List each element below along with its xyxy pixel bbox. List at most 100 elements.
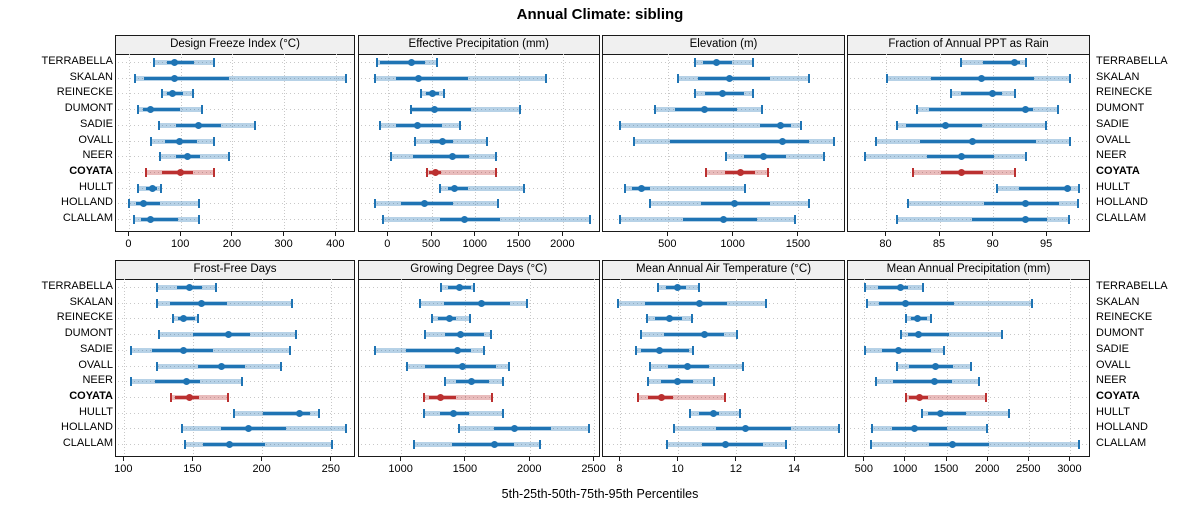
panel-strip: Elevation (m): [603, 36, 844, 55]
x-tick: [474, 232, 476, 236]
x-tick-label: 250: [321, 463, 340, 475]
x-tick-label: 1000: [892, 463, 918, 475]
interval-line-25-75: [142, 108, 180, 112]
whisker-cap-5th: [673, 424, 676, 434]
whisker-cap-95th: [785, 440, 788, 449]
row-guide: [360, 187, 597, 189]
whisker-cap-5th: [694, 89, 697, 99]
whisker-cap-5th: [900, 330, 903, 340]
median-dot: [420, 200, 428, 208]
interval-line-25-75: [929, 108, 1034, 112]
grid-vline: [736, 279, 738, 456]
whisker-cap-95th: [196, 314, 199, 324]
whisker-cap-5th: [870, 424, 873, 434]
row-guide: [360, 77, 597, 79]
whisker-cap-5th: [912, 167, 915, 177]
panel-strip: Growing Degree Days (°C): [358, 261, 599, 280]
whisker-cap-95th: [436, 58, 439, 67]
median-dot: [657, 393, 665, 401]
median-dot: [245, 425, 253, 433]
whisker-cap-95th: [1013, 167, 1016, 177]
x-tick: [666, 232, 668, 236]
median-dot: [759, 153, 767, 161]
whisker-cap-95th: [751, 89, 754, 99]
row-guide: [118, 93, 352, 95]
interval-line-25-75: [701, 443, 764, 446]
median-dot: [460, 216, 468, 223]
row-guide: [118, 381, 352, 383]
whisker-cap-5th: [381, 215, 384, 224]
station-label-right: HOLLAND: [1096, 421, 1148, 434]
median-dot: [458, 362, 466, 370]
whisker-cap-95th: [1031, 298, 1034, 308]
whisker-cap-5th: [904, 314, 907, 324]
row-guide: [605, 171, 842, 173]
whisker-cap-5th: [677, 73, 680, 83]
whisker-cap-95th: [1024, 152, 1027, 162]
grid-vline: [798, 54, 800, 231]
median-dot: [701, 331, 709, 339]
whisker-cap-95th: [587, 424, 590, 434]
grid-vline: [1069, 279, 1071, 456]
grid-vline: [987, 279, 989, 456]
median-dot: [742, 425, 750, 433]
interval-line-25-75: [445, 333, 484, 337]
interval-band-5-95: [637, 394, 726, 400]
station-label-left: HULLT: [78, 180, 113, 193]
median-dot: [936, 409, 944, 417]
row-guide: [118, 187, 352, 189]
x-tick-label: 2000: [974, 463, 1000, 475]
whisker-cap-95th: [1001, 330, 1004, 340]
median-dot: [930, 378, 938, 386]
whisker-cap-5th: [863, 283, 866, 292]
whisker-cap-95th: [290, 298, 293, 308]
whisker-cap-5th: [689, 408, 692, 418]
median-dot: [450, 409, 458, 417]
whisker-cap-5th: [133, 215, 136, 224]
panel-strip-title: Effective Precipitation (mm): [408, 38, 549, 50]
whisker-cap-5th: [149, 136, 152, 146]
median-dot: [176, 137, 184, 145]
row-guide: [850, 428, 1087, 430]
interval-line-25-75: [203, 443, 266, 446]
whisker-cap-5th: [374, 73, 377, 83]
median-dot: [436, 393, 444, 401]
whisker-cap-5th: [161, 89, 164, 99]
station-label-left: SADIE: [79, 342, 113, 355]
whisker-cap-5th: [632, 136, 635, 146]
whisker-cap-5th: [874, 377, 877, 387]
grid-vline: [401, 279, 403, 456]
median-dot: [779, 137, 787, 145]
median-dot: [1022, 200, 1030, 208]
x-tick: [283, 232, 285, 236]
x-tick: [732, 232, 734, 236]
interval-line-25-75: [919, 139, 1037, 143]
whisker-cap-95th: [545, 73, 548, 83]
whisker-cap-95th: [1078, 440, 1081, 449]
interval-line-25-75: [881, 348, 931, 352]
median-dot: [901, 299, 909, 307]
row-guide: [850, 334, 1087, 336]
whisker-cap-5th: [864, 152, 867, 162]
row-guide: [360, 124, 597, 126]
grid-vline: [1046, 54, 1048, 231]
x-tick: [986, 457, 988, 461]
row-guide: [118, 219, 352, 220]
grid-vline: [886, 54, 888, 231]
x-tick-label: 1000: [462, 238, 488, 250]
whisker-cap-5th: [406, 361, 409, 371]
x-tick: [992, 232, 994, 236]
station-label-right: REINECKE: [1096, 86, 1153, 99]
x-tick-label: 500: [421, 238, 441, 250]
panel-fraction-of-annual-ppt-as-rain: Fraction of Annual PPT as Rain: [847, 35, 1090, 232]
interval-line-25-75: [452, 443, 515, 446]
whisker-cap-5th: [423, 330, 426, 340]
row-guide: [605, 156, 842, 158]
x-tick: [430, 232, 432, 236]
grid-vline: [475, 54, 477, 231]
whisker-cap-95th: [443, 89, 446, 99]
station-label-right: HULLT: [1096, 405, 1131, 418]
grid-vline: [123, 279, 125, 456]
x-tick-label: 500: [854, 463, 874, 475]
row-guide: [360, 140, 597, 142]
